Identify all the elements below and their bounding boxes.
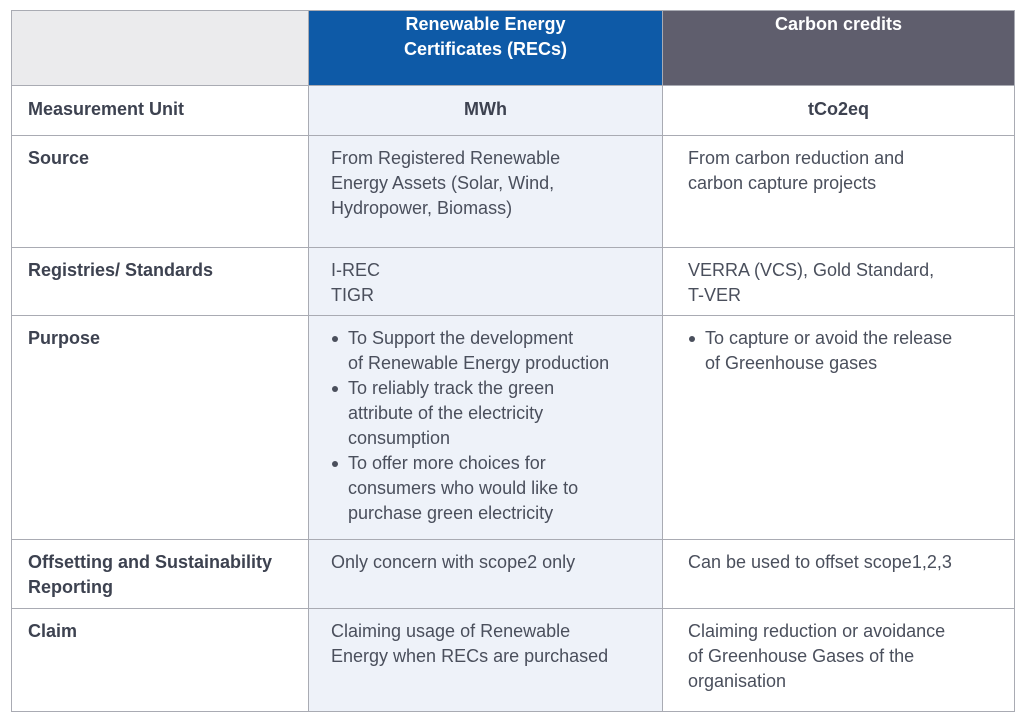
table-row-purpose: Purpose To Support the development of Re… bbox=[11, 315, 1015, 540]
list-item: To reliably track the green attribute of… bbox=[331, 376, 650, 451]
recs-cell: From Registered Renewable Energy Assets … bbox=[308, 135, 663, 248]
cell-line: I-REC bbox=[331, 260, 380, 280]
recs-cell: Only concern with scope2 only bbox=[308, 539, 663, 609]
cell-line: Hydropower, Biomass) bbox=[331, 198, 513, 218]
cell-line: consumption bbox=[348, 428, 451, 448]
cell-line: Reporting bbox=[28, 577, 113, 597]
cell-line: attribute of the electricity bbox=[348, 403, 544, 423]
header-recs-line: Renewable Energy bbox=[405, 14, 566, 34]
carbon-cell: Can be used to offset scope1,2,3 bbox=[662, 539, 1015, 609]
cell-line: carbon capture projects bbox=[688, 173, 877, 193]
cell-line: To capture or avoid the release bbox=[705, 328, 953, 348]
recs-cell: To Support the development of Renewable … bbox=[308, 315, 663, 540]
carbon-cell: tCo2eq bbox=[662, 85, 1015, 136]
table-row-claim: Claim Claiming usage of Renewable Energy… bbox=[11, 608, 1015, 712]
cell-line: Energy Assets (Solar, Wind, bbox=[331, 173, 555, 193]
recs-cell: Claiming usage of Renewable Energy when … bbox=[308, 608, 663, 712]
cell-line: T-VER bbox=[688, 285, 742, 305]
cell-line: Energy when RECs are purchased bbox=[331, 646, 609, 666]
carbon-cell: VERRA (VCS), Gold Standard, T-VER bbox=[662, 247, 1015, 316]
row-label: Offsetting and Sustainability Reporting bbox=[11, 539, 309, 609]
cell-line: organisation bbox=[688, 671, 787, 691]
row-label: Claim bbox=[11, 608, 309, 712]
header-recs-line: Certificates (RECs) bbox=[403, 39, 568, 59]
table-row-measurement-unit: Measurement Unit MWh tCo2eq bbox=[11, 85, 1015, 136]
row-label: Measurement Unit bbox=[11, 85, 309, 136]
header-row: Renewable Energy Certificates (RECs) Car… bbox=[11, 10, 1015, 86]
bullet-icon bbox=[689, 336, 695, 342]
bullet-list: To capture or avoid the release of Green… bbox=[688, 326, 1002, 376]
cell-line: Claiming reduction or avoidance bbox=[688, 621, 946, 641]
carbon-cell: To capture or avoid the release of Green… bbox=[662, 315, 1015, 540]
bullet-list: To Support the development of Renewable … bbox=[331, 326, 650, 526]
header-carbon-credits: Carbon credits bbox=[662, 10, 1015, 86]
row-label: Purpose bbox=[11, 315, 309, 540]
table-row-registries: Registries/ Standards I-REC TIGR VERRA (… bbox=[11, 247, 1015, 316]
table-row-source: Source From Registered Renewable Energy … bbox=[11, 135, 1015, 248]
bullet-icon bbox=[332, 336, 338, 342]
carbon-cell: Claiming reduction or avoidance of Green… bbox=[662, 608, 1015, 712]
cell-line: consumers who would like to bbox=[348, 478, 579, 498]
cell-line: To offer more choices for bbox=[348, 453, 546, 473]
bullet-icon bbox=[332, 461, 338, 467]
cell-line: Claiming usage of Renewable bbox=[331, 621, 571, 641]
cell-line: Offsetting and Sustainability bbox=[28, 552, 273, 572]
bullet-icon bbox=[332, 386, 338, 392]
row-label: Source bbox=[11, 135, 309, 248]
header-corner-cell bbox=[11, 10, 309, 86]
cell-line: of Renewable Energy production bbox=[348, 353, 610, 373]
cell-line: of Greenhouse gases bbox=[705, 353, 878, 373]
list-item: To Support the development of Renewable … bbox=[331, 326, 650, 376]
cell-line: To reliably track the green bbox=[348, 378, 555, 398]
comparison-table: Renewable Energy Certificates (RECs) Car… bbox=[11, 10, 1015, 712]
row-label: Registries/ Standards bbox=[11, 247, 309, 316]
list-item: To offer more choices for consumers who … bbox=[331, 451, 650, 526]
table-row-offsetting: Offsetting and Sustainability Reporting … bbox=[11, 539, 1015, 609]
cell-line: TIGR bbox=[331, 285, 374, 305]
cell-line: purchase green electricity bbox=[348, 503, 554, 523]
cell-line: To Support the development bbox=[348, 328, 574, 348]
list-item: To capture or avoid the release of Green… bbox=[688, 326, 1002, 376]
carbon-cell: From carbon reduction and carbon capture… bbox=[662, 135, 1015, 248]
cell-line: From Registered Renewable bbox=[331, 148, 561, 168]
cell-line: From carbon reduction and bbox=[688, 148, 905, 168]
cell-line: VERRA (VCS), Gold Standard, bbox=[688, 260, 935, 280]
cell-line: of Greenhouse Gases of the bbox=[688, 646, 915, 666]
recs-cell: MWh bbox=[308, 85, 663, 136]
header-recs: Renewable Energy Certificates (RECs) bbox=[308, 10, 663, 86]
recs-cell: I-REC TIGR bbox=[308, 247, 663, 316]
